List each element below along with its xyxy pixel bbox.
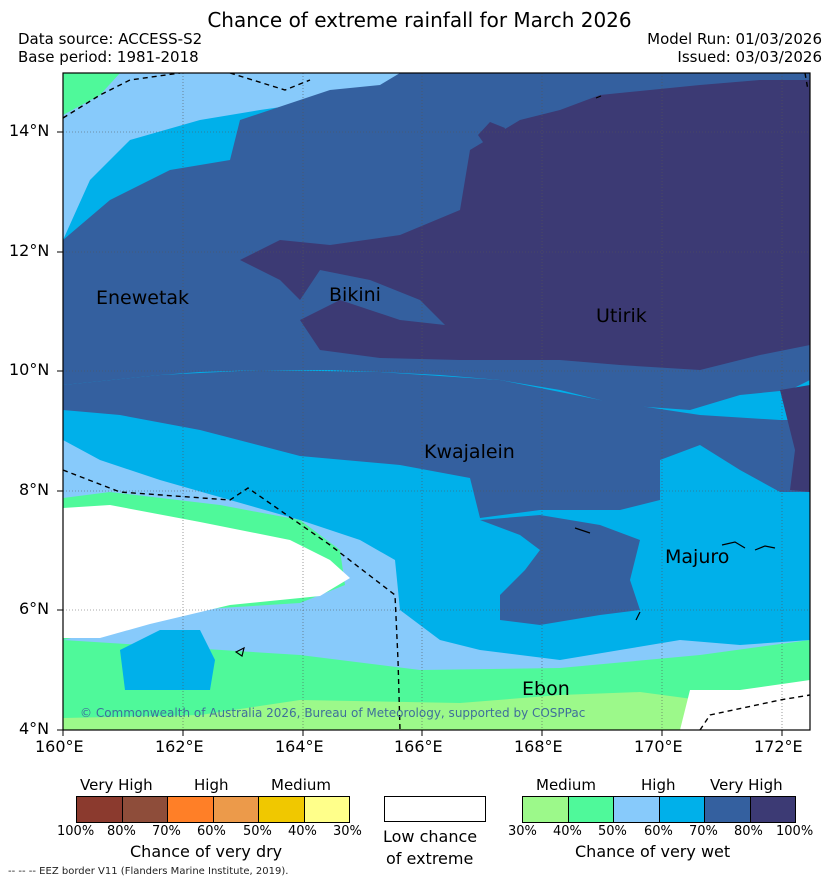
field-30-40 [63,692,810,730]
place-utirik: Utirik [596,305,647,327]
low-chance-west [63,505,350,638]
dry-cat-medium: Medium [271,776,331,794]
wet-cat-high: High [641,776,676,794]
wet-pct-40: 40% [553,824,582,839]
data-source-label: Data source: ACCESS-S2 [18,30,203,48]
field-80-100-patch [478,122,505,145]
contour-fields [63,73,810,730]
lat-tick-6n: 6°N [19,599,50,618]
dry-swatch-40-50 [259,797,305,822]
low-chance-title-line1: Low chance [383,827,478,846]
lon-tick-172e: 172°E [754,737,803,756]
lon-tick-162e: 162°E [155,737,204,756]
lon-tick-166e: 166°E [394,737,443,756]
dry-swatch-60-70 [168,797,214,822]
dry-pct-50: 50% [243,824,272,839]
wet-swatch-70-80 [705,797,751,822]
dry-legend-title: Chance of very dry [130,842,283,861]
wet-pct-60: 60% [644,824,673,839]
lat-tick-14n: 14°N [9,121,50,140]
lat-tick-8n: 8°N [19,480,50,499]
lat-tick-12n: 12°N [9,241,50,260]
wet-colorbar [522,796,796,823]
dry-pct-30: 30% [333,824,362,839]
wet-pct-50: 50% [598,824,627,839]
dry-swatch-70-80 [122,797,168,822]
dry-swatch-50-60 [213,797,259,822]
place-enewetak: Enewetak [96,287,190,309]
field-60-70-sw [120,630,215,690]
lat-tick-10n: 10°N [9,360,50,379]
model-run-label: Model Run: 01/03/2026 [647,30,822,48]
field-70-80-central [63,370,810,518]
dry-pct-80: 80% [107,824,136,839]
wet-cat-medium: Medium [536,776,596,794]
field-80-100-east [780,385,810,492]
lon-tick-170e: 170°E [634,737,683,756]
island-outlines [234,95,776,657]
dry-colorbar [76,796,350,823]
wet-pct-80: 80% [734,824,763,839]
eez-borders [63,73,810,730]
low-chance-title-line2: of extreme [386,849,474,868]
low-chance-swatch [384,796,486,822]
wet-swatch-60-70 [659,797,705,822]
wet-legend-title: Chance of very wet [575,842,731,861]
wet-swatch-40-50 [568,797,614,822]
place-bikini: Bikini [329,284,381,306]
field-70-80-majuro [480,515,640,625]
eez-border-note: -- -- -- EEZ border V11 (Flanders Marine… [8,866,289,877]
map-frame [62,72,811,731]
low-chance-southeast [680,680,810,730]
dry-swatch-30-40 [304,797,349,822]
axis-ticks [57,131,783,736]
place-majuro: Majuro [665,546,730,568]
copyright-notice: © Commonwealth of Australia 2026, Bureau… [80,706,586,720]
dry-pct-60: 60% [197,824,226,839]
wet-pct-70: 70% [689,824,718,839]
dry-pct-40: 40% [288,824,317,839]
base-period-label: Base period: 1981-2018 [18,48,199,66]
wet-swatch-30-40 [523,797,569,822]
lat-tick-4n: 4°N [19,719,50,738]
map-title: Chance of extreme rainfall for March 202… [207,8,632,32]
wet-swatch-80-100 [750,797,795,822]
wet-cat-very-high: Very High [710,776,783,794]
dry-pct-100: 100% [57,824,95,839]
dry-cat-high: High [194,776,229,794]
dry-pct-70: 70% [152,824,181,839]
wet-swatch-50-60 [614,797,660,822]
wet-pct-30: 30% [508,824,537,839]
place-ebon: Ebon [522,678,570,700]
issued-label: Issued: 03/03/2026 [677,48,822,66]
wet-pct-100: 100% [776,824,814,839]
field-40-50-nw [63,73,120,115]
place-kwajalein: Kwajalein [424,441,515,463]
dry-swatch-80-100 [77,797,123,822]
lon-tick-160e: 160°E [35,737,84,756]
field-80-100 [240,80,810,370]
lon-tick-168e: 168°E [514,737,563,756]
lon-tick-164e: 164°E [275,737,324,756]
dry-cat-very-high: Very High [80,776,153,794]
